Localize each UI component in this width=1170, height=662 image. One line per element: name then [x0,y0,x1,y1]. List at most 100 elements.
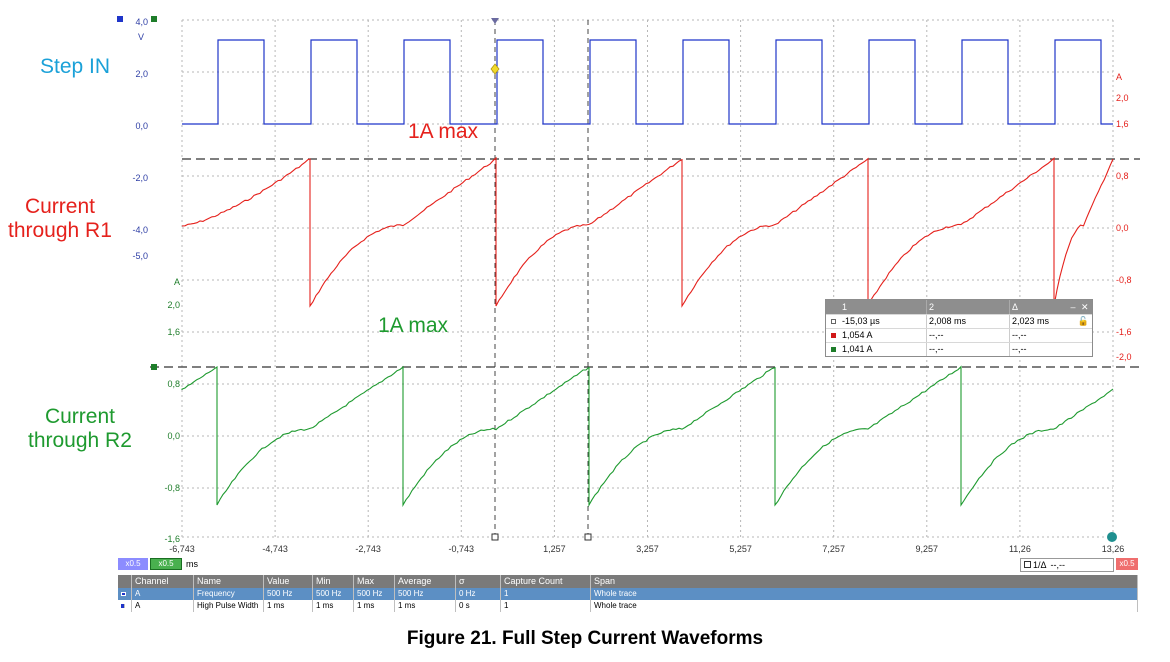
blue-channel-marker[interactable] [117,16,123,22]
green-axis-tick: -1,6 [164,534,180,544]
col-value[interactable]: Value [264,575,313,588]
axis-labels: 4,0 2,0 0,0 -2,0 -4,0 -5,0 V A 2,0 1,6 0,8 0,0 -0,8 -… [132,17,1131,554]
x-axis-tick: 1,257 [543,544,566,554]
green-axis-tick: 0,8 [167,379,180,389]
readout-col-2: 2 [927,300,1010,314]
close-icon[interactable]: ✕ [1081,302,1089,312]
cell-name: Frequency [194,588,264,600]
cell-value: 500 Hz [264,588,313,600]
cursor-readout-panel[interactable]: 1 2 Δ – ✕ -15,03 µs 2,008 ms 2,023 ms 🔓 1… [825,299,1093,357]
col-average[interactable]: Average [395,575,456,588]
x-axis-tick: 5,257 [729,544,752,554]
green-channel-marker[interactable] [151,16,157,22]
readout-col-delta: Δ – ✕ [1010,300,1092,314]
red-axis-unit: A [1116,72,1122,82]
blue-axis-tick: -4,0 [132,225,148,235]
readout-time-delta: 2,023 ms [1012,316,1050,326]
cell-average: 1 ms [395,600,456,612]
zoom-blue-button[interactable]: x0.5 [118,558,148,570]
readout-time-1: -15,03 µs [840,315,927,328]
red-axis-tick: 1,6 [1116,119,1129,129]
time-offset-handle[interactable] [1107,532,1117,542]
trigger-level-marker[interactable] [490,63,500,75]
red-axis-tick: 0,0 [1116,223,1129,233]
x-axis-tick: 9,257 [916,544,939,554]
delta-value: --,-- [1050,560,1066,570]
col-max[interactable]: Max [354,575,395,588]
measurements-table: Channel Name Value Min Max Average σ Cap… [118,575,1138,612]
x-axis-tick: 7,257 [822,544,845,554]
oscilloscope-plot[interactable]: 4,0 2,0 0,0 -2,0 -4,0 -5,0 V A 2,0 1,6 0,8 0,0 -0,8 -… [0,0,1170,556]
col-span[interactable]: Span [591,575,1138,588]
blue-axis-tick: -5,0 [132,251,148,261]
traces [181,39,1114,508]
grid-lines [181,19,1114,538]
guide-lines [150,20,1140,537]
r1-current-trace [181,156,1114,308]
cell-channel: A [132,600,194,612]
blue-axis-tick: 2,0 [135,69,148,79]
readout-red-2: --,-- [927,329,1010,342]
axis-toolbar: x0.5 x0.5 ms 1/Δ --,-- x0.5 [118,558,1138,572]
readout-row-red: 1,054 A --,-- --,-- [826,328,1092,342]
cell-average: 500 Hz [395,588,456,600]
cursor-2-handle[interactable] [584,533,592,541]
time-cursor-icon [830,319,836,324]
time-unit: ms [186,559,198,569]
green-axis-tick: 0,0 [167,431,180,441]
green-axis-tick: -0,8 [164,483,180,493]
minus-icon[interactable]: – [1070,302,1076,312]
cell-span: Whole trace [591,600,1138,612]
r1-label-line1: Current [24,195,95,218]
x-axis-tick: -2,743 [355,544,381,554]
zoom-green-button[interactable]: x0.5 [150,558,182,570]
cursor-1-handle[interactable] [491,533,499,541]
red-axis-tick: -0,8 [1116,275,1132,285]
red-axis-tick: -2,0 [1116,352,1132,362]
x-axis-tick: 11,26 [1009,544,1031,554]
blue-axis-tick: 4,0 [135,17,148,27]
blue-axis-unit: V [138,32,144,42]
cell-sigma: 0 s [456,600,501,612]
blue-axis-tick: -2,0 [132,173,148,183]
x-axis-tick: 3,257 [636,544,659,554]
cursor-markers[interactable] [117,16,1117,542]
readout-col-1: 1 [840,300,927,314]
col-sigma[interactable]: σ [456,575,501,588]
cell-max: 1 ms [354,600,395,612]
col-min[interactable]: Min [313,575,354,588]
delta-frequency-field[interactable]: 1/Δ --,-- [1020,558,1114,572]
cell-span: Whole trace [591,588,1138,600]
x-axis-tick: -6,743 [169,544,195,554]
r2-max-annotation: 1A max [378,314,449,337]
cell-channel: A [132,588,194,600]
trigger-time-marker[interactable] [491,18,499,24]
r2-current-trace [181,365,1114,508]
col-name[interactable]: Name [194,575,264,588]
readout-red-1: 1,054 A [840,329,927,342]
readout-green-1: 1,041 A [840,343,927,356]
green-axis-tick: 2,0 [167,300,180,310]
r2-current-label: Current through R2 [28,405,132,453]
green-offset-marker[interactable] [151,364,157,370]
step-in-label: Step IN [40,55,111,78]
readout-row-time: -15,03 µs 2,008 ms 2,023 ms 🔓 [826,314,1092,328]
cursor-square-icon [1024,561,1031,568]
x-axis-tick: 13,26 [1102,544,1125,554]
cell-value: 1 ms [264,600,313,612]
green-axis-unit: A [174,277,180,287]
col-channel[interactable]: Channel [132,575,194,588]
measurements-header: Channel Name Value Min Max Average σ Cap… [118,575,1138,588]
readout-delta-symbol: Δ [1012,302,1019,312]
r1-label-line2: through R1 [8,219,112,243]
table-row[interactable]: A Frequency 500 Hz 500 Hz 500 Hz 500 Hz … [118,588,1138,600]
cell-max: 500 Hz [354,588,395,600]
zoom-red-button[interactable]: x0.5 [1116,558,1138,570]
lock-icon[interactable]: 🔓 [1077,316,1089,326]
cell-sigma: 0 Hz [456,588,501,600]
readout-red-delta: --,-- [1012,330,1027,340]
table-row[interactable]: A High Pulse Width 1 ms 1 ms 1 ms 1 ms 0… [118,600,1138,612]
col-capture-count[interactable]: Capture Count [501,575,591,588]
channel-a-icon [121,604,125,608]
r2-label-line2: through R2 [28,429,132,453]
